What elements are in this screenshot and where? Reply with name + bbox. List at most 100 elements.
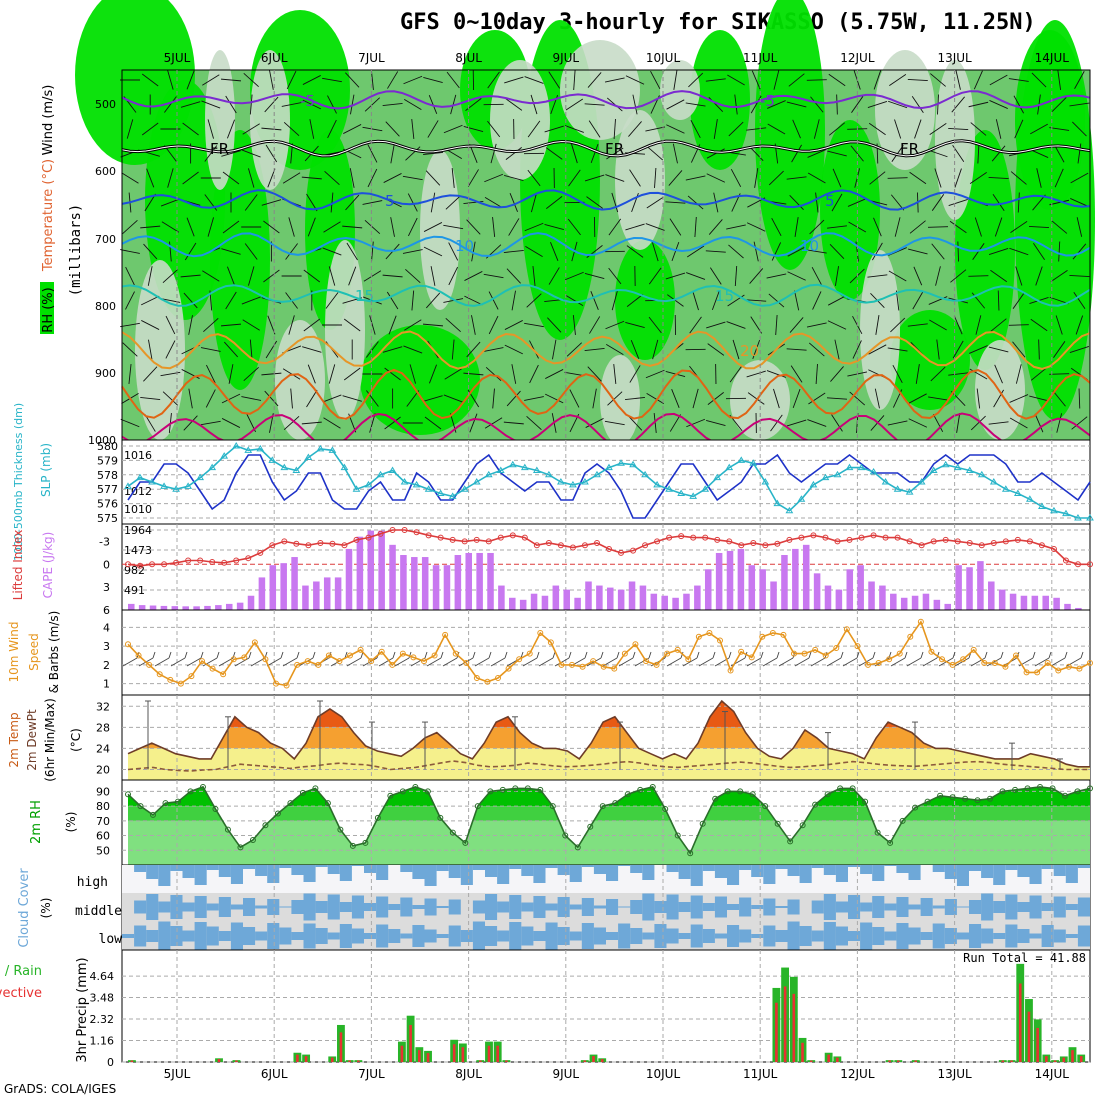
wind-barb <box>650 70 661 90</box>
wind-barb <box>125 291 135 310</box>
wind-barb <box>445 195 461 210</box>
wind-speed-line-point <box>199 658 205 665</box>
wind-barb <box>184 242 197 261</box>
wind-barb <box>1015 266 1023 286</box>
cloud-middle-block <box>509 895 522 919</box>
rh-line-point <box>524 785 531 792</box>
wind-barb <box>618 657 634 667</box>
cape-bar <box>345 548 353 610</box>
wind-barb <box>651 241 659 262</box>
lifted-index-line-point <box>618 549 625 556</box>
cloud-low-block <box>751 934 764 938</box>
wind-barb <box>968 275 989 277</box>
cloud-middle-block <box>364 903 377 911</box>
wind-barb <box>446 71 460 89</box>
rh-line-point <box>649 783 656 790</box>
cloud-high-block <box>872 865 885 881</box>
cape-bar <box>563 589 570 610</box>
wind-barb <box>1010 171 1027 185</box>
cloud-high-block <box>714 865 727 878</box>
rh-contour-light <box>860 250 900 410</box>
date-label-bottom: 14JUL <box>1035 1067 1070 1081</box>
cloud-high-block <box>1017 865 1030 877</box>
wind-barb <box>648 267 662 285</box>
lifted-index-line-point <box>846 536 853 543</box>
contour-label: 5 <box>385 192 395 210</box>
cloud-low-block <box>315 928 328 944</box>
thickness-line-point <box>773 499 782 507</box>
cloud-high-block <box>170 865 183 871</box>
wind-barb <box>645 126 666 132</box>
wind-barb <box>1069 102 1090 107</box>
wind-speed-line-point <box>717 637 723 644</box>
cloud-low-block <box>424 929 437 943</box>
cape-bar <box>323 577 331 610</box>
wind-speed-line-point <box>304 658 311 665</box>
wind-barb <box>1064 651 1068 659</box>
wind-barb <box>182 171 199 185</box>
wind-barb <box>180 274 201 278</box>
cloud-high-block <box>218 865 231 877</box>
thickness-line-point <box>304 453 313 461</box>
wind-barb <box>957 241 959 262</box>
wind-barb <box>1049 373 1070 375</box>
cloud-high-block <box>472 865 485 870</box>
wind-barb <box>931 194 945 211</box>
wind-barb <box>1031 72 1047 88</box>
wind-barb <box>970 657 986 667</box>
wind-speed-line-point <box>1002 663 1009 670</box>
cloud-low-block <box>388 929 401 943</box>
rh-line-point <box>899 817 906 824</box>
rh-line-point <box>324 800 331 807</box>
wind-barb <box>1049 127 1070 131</box>
temp-contour <box>121 90 1091 110</box>
cloud-low-block <box>823 922 836 950</box>
thickness-line-point <box>557 478 565 485</box>
cape-bar <box>476 552 483 610</box>
cape-bar <box>160 605 168 610</box>
thickness-line-point <box>508 460 517 468</box>
precip-conv-bar <box>357 1060 360 1062</box>
rh-line-point <box>749 791 756 798</box>
wind-barb <box>168 651 172 659</box>
lifted-index-line-point <box>738 542 745 549</box>
wind-barb <box>348 266 357 286</box>
wind-barb <box>989 74 1008 86</box>
slp-line <box>127 453 1091 519</box>
rh-line-point <box>499 786 506 793</box>
cloud-low-block <box>618 923 631 949</box>
wind-speed-line-point <box>1034 669 1041 676</box>
cape-bar <box>868 581 875 610</box>
rh-line-point <box>237 844 244 851</box>
wind-barb <box>1075 315 1084 335</box>
cloud-high-block <box>376 865 389 880</box>
cloud-middle-block <box>872 896 885 918</box>
cloud-low-block <box>279 927 292 945</box>
cloud-middle-block <box>630 900 643 914</box>
cape-bar <box>225 603 233 610</box>
wind-barb <box>746 657 762 667</box>
cloud-high-block <box>364 865 377 873</box>
wind-barb <box>488 315 499 335</box>
rh-line-point <box>974 797 981 804</box>
date-label-top: 14JUL <box>1035 51 1070 65</box>
cape-bar <box>781 555 788 610</box>
wind-barb <box>248 266 255 286</box>
wind-barb <box>645 369 665 379</box>
thickness-tick: 580 <box>97 440 118 453</box>
wind-barb <box>411 119 415 139</box>
wind-barb <box>746 299 767 302</box>
cape-bar <box>835 589 843 610</box>
precip-conv-bar <box>592 1056 595 1062</box>
wind-barb <box>242 123 260 135</box>
rh-line-point <box>374 814 381 821</box>
rh-line-point <box>1074 788 1081 795</box>
cloud-high-block <box>835 865 848 882</box>
cape-bar <box>171 606 179 610</box>
wind-speed-line-point <box>251 639 258 646</box>
rh-line-point <box>349 842 356 849</box>
cloud-high-block <box>243 865 256 869</box>
wind-speed-line-point <box>389 661 396 668</box>
cape-bar <box>302 585 309 610</box>
